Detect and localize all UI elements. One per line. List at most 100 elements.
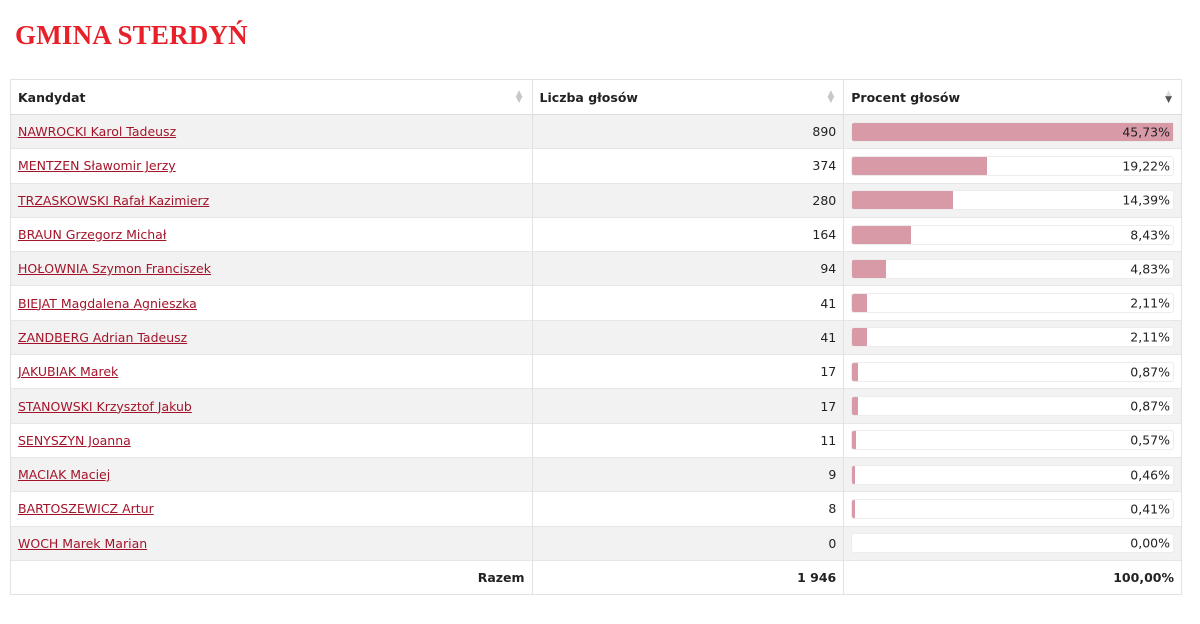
candidate-cell: HOŁOWNIA Szymon Franciszek bbox=[10, 251, 533, 286]
results-table: Kandydat ▲ ▼ Liczba głosów ▲ ▼ Procent gło… bbox=[10, 79, 1182, 596]
percent-label: 19,22% bbox=[1122, 158, 1170, 174]
candidate-cell: BRAUN Grzegorz Michał bbox=[10, 216, 533, 252]
candidate-link[interactable]: BARTOSZEWICZ Artur bbox=[18, 501, 154, 517]
table-row: JAKUBIAK Marek 17 0,87% bbox=[10, 354, 1182, 389]
table-row: BARTOSZEWICZ Artur 8 0,41% bbox=[10, 491, 1182, 527]
percent-bar-fill bbox=[852, 122, 1173, 141]
percent-bar-fill bbox=[852, 191, 954, 210]
percent-bar-fill bbox=[852, 465, 856, 484]
percent-cell: 0,57% bbox=[843, 422, 1182, 458]
candidate-link[interactable]: WOCH Marek Marian bbox=[18, 535, 148, 551]
sort-both-icon[interactable]: ▲ ▼ bbox=[515, 89, 523, 105]
candidate-link[interactable]: HOŁOWNIA Szymon Franciszek bbox=[18, 261, 211, 277]
candidate-cell: NAWROCKI Karol Tadeusz bbox=[10, 113, 533, 149]
candidate-cell: JAKUBIAK Marek bbox=[10, 354, 533, 389]
table-row: WOCH Marek Marian 0 0,00% bbox=[10, 525, 1182, 561]
percent-cell: 45,73% bbox=[843, 113, 1182, 149]
results-body: NAWROCKI Karol Tadeusz 890 45,73% MENTZEN S… bbox=[10, 113, 1182, 561]
percent-cell: 0,46% bbox=[843, 456, 1182, 492]
votes-cell: 164 bbox=[531, 216, 845, 252]
sort-desc-icon[interactable]: ▲ ▼ bbox=[1165, 89, 1172, 105]
table-row: MENTZEN Sławomir Jerzy 374 19,22% bbox=[10, 148, 1182, 184]
percent-bar: 2,11% bbox=[851, 293, 1174, 314]
candidate-cell: BIEJAT Magdalena Agnieszka bbox=[10, 285, 533, 321]
percent-bar: 14,39% bbox=[851, 190, 1174, 211]
table-row: ZANDBERG Adrian Tadeusz 41 2,11% bbox=[10, 319, 1182, 355]
percent-bar: 0,57% bbox=[851, 430, 1174, 451]
votes-cell: 0 bbox=[531, 525, 845, 561]
percent-bar-fill bbox=[852, 397, 859, 416]
percent-cell: 8,43% bbox=[843, 216, 1182, 252]
candidate-link[interactable]: BRAUN Grzegorz Michał bbox=[18, 227, 167, 243]
percent-label: 8,43% bbox=[1130, 227, 1170, 243]
percent-bar-fill bbox=[852, 328, 868, 347]
candidate-link[interactable]: BIEJAT Magdalena Agnieszka bbox=[18, 295, 197, 311]
percent-bar: 0,87% bbox=[851, 361, 1174, 382]
percent-label: 0,87% bbox=[1130, 398, 1170, 414]
percent-cell: 0,41% bbox=[843, 491, 1182, 527]
header-row: Kandydat ▲ ▼ Liczba głosów ▲ ▼ Procent gło… bbox=[10, 79, 1182, 115]
candidate-cell: MACIAK Maciej bbox=[10, 456, 533, 492]
votes-cell: 94 bbox=[531, 251, 845, 286]
percent-label: 0,87% bbox=[1130, 364, 1170, 380]
table-row: MACIAK Maciej 9 0,46% bbox=[10, 456, 1182, 492]
percent-bar-fill bbox=[852, 294, 868, 313]
votes-cell: 280 bbox=[531, 182, 845, 218]
percent-label: 0,46% bbox=[1130, 467, 1170, 483]
votes-cell: 41 bbox=[531, 319, 845, 355]
column-header-candidate[interactable]: Kandydat ▲ ▼ bbox=[10, 79, 533, 115]
total-label: Razem bbox=[10, 559, 533, 595]
total-votes: 1 946 bbox=[531, 559, 845, 595]
percent-cell: 4,83% bbox=[843, 251, 1182, 286]
votes-cell: 17 bbox=[531, 388, 845, 424]
percent-label: 2,11% bbox=[1130, 329, 1170, 345]
percent-label: 0,41% bbox=[1130, 501, 1170, 517]
percent-label: 14,39% bbox=[1122, 192, 1170, 208]
votes-cell: 374 bbox=[531, 148, 845, 184]
column-header-percent[interactable]: Procent głosów ▲ ▼ bbox=[843, 79, 1182, 115]
percent-cell: 0,00% bbox=[843, 525, 1182, 561]
percent-bar: 0,87% bbox=[851, 396, 1174, 417]
candidate-cell: SENYSZYN Joanna bbox=[10, 422, 533, 458]
table-row: BRAUN Grzegorz Michał 164 8,43% bbox=[10, 216, 1182, 252]
percent-bar-fill bbox=[852, 362, 859, 381]
table-row: SENYSZYN Joanna 11 0,57% bbox=[10, 422, 1182, 458]
candidate-link[interactable]: TRZASKOWSKI Rafał Kazimierz bbox=[18, 192, 210, 208]
percent-bar: 2,11% bbox=[851, 327, 1174, 348]
percent-bar: 8,43% bbox=[851, 224, 1174, 245]
percent-cell: 2,11% bbox=[843, 319, 1182, 355]
candidate-cell: TRZASKOWSKI Rafał Kazimierz bbox=[10, 182, 533, 218]
page-title: GMINA STERDYŃ bbox=[15, 20, 248, 50]
votes-cell: 8 bbox=[531, 491, 845, 527]
percent-bar: 0,46% bbox=[851, 464, 1174, 485]
candidate-link[interactable]: MACIAK Maciej bbox=[18, 467, 111, 483]
candidate-link[interactable]: JAKUBIAK Marek bbox=[18, 364, 119, 380]
candidate-link[interactable]: ZANDBERG Adrian Tadeusz bbox=[18, 329, 188, 345]
percent-bar-fill bbox=[852, 431, 857, 450]
column-header-percent-label: Procent głosów bbox=[851, 89, 961, 105]
candidate-link[interactable]: STANOWSKI Krzysztof Jakub bbox=[18, 398, 192, 414]
percent-cell: 19,22% bbox=[843, 148, 1182, 184]
percent-bar: 19,22% bbox=[851, 155, 1174, 176]
sort-both-icon[interactable]: ▲ ▼ bbox=[827, 89, 835, 105]
table-row: TRZASKOWSKI Rafał Kazimierz 280 14,39% bbox=[10, 182, 1182, 218]
percent-cell: 14,39% bbox=[843, 182, 1182, 218]
votes-cell: 41 bbox=[531, 285, 845, 321]
percent-bar-fill bbox=[852, 156, 988, 175]
column-header-votes[interactable]: Liczba głosów ▲ ▼ bbox=[531, 79, 845, 115]
percent-label: 4,83% bbox=[1130, 261, 1170, 277]
candidate-link[interactable]: MENTZEN Sławomir Jerzy bbox=[18, 158, 176, 174]
percent-bar: 45,73% bbox=[851, 121, 1174, 142]
table-row: HOŁOWNIA Szymon Franciszek 94 4,83% bbox=[10, 251, 1182, 286]
candidate-link[interactable]: NAWROCKI Karol Tadeusz bbox=[18, 124, 177, 140]
table-row: NAWROCKI Karol Tadeusz 890 45,73% bbox=[10, 113, 1182, 149]
column-header-candidate-label: Kandydat bbox=[18, 89, 86, 105]
percent-bar-fill bbox=[852, 499, 856, 518]
percent-bar: 4,83% bbox=[851, 258, 1174, 279]
candidate-link[interactable]: SENYSZYN Joanna bbox=[18, 432, 131, 448]
percent-label: 45,73% bbox=[1122, 124, 1170, 140]
column-header-votes-label: Liczba głosów bbox=[539, 89, 638, 105]
percent-label: 2,11% bbox=[1130, 295, 1170, 311]
percent-label: 0,57% bbox=[1130, 432, 1170, 448]
percent-bar-fill bbox=[852, 225, 912, 244]
